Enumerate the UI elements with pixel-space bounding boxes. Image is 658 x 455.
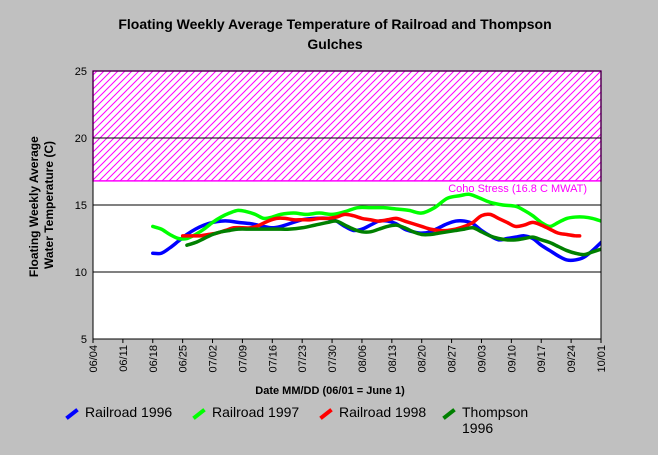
y-axis-label-line-1: Floating Weekly Average	[27, 136, 41, 277]
x-axis-label: Date MM/DD (06/01 = June 1)	[255, 385, 405, 397]
legend-label-railroad-1996: Railroad 1996	[85, 404, 173, 420]
x-tick-label: 06/04	[88, 345, 100, 373]
legend-label-railroad-1998: Railroad 1998	[339, 404, 427, 420]
x-tick-label: 07/02	[208, 345, 220, 373]
x-tick-label: 06/25	[178, 345, 190, 373]
x-tick-label: 07/16	[267, 345, 279, 373]
plot-frame	[92, 70, 602, 340]
legend-swatch-railroad-1998	[319, 408, 333, 420]
chart-title-line-2: Gulches	[307, 36, 363, 52]
y-axis-label: Floating Weekly Average Water Temperatur…	[27, 133, 56, 277]
x-tick-label: 08/06	[357, 345, 369, 373]
legend-swatch-railroad-1996	[65, 408, 79, 420]
coho-stress-label: Coho Stress (16.8 C MWAT)	[448, 183, 587, 195]
x-tick-label: 07/30	[327, 345, 339, 373]
x-tick-label: 06/18	[148, 345, 160, 373]
legend-swatch-railroad-1997	[192, 408, 206, 420]
legend-swatch-thompson-1996	[442, 408, 456, 420]
legend: Railroad 1996 Railroad 1997 Railroad 199…	[65, 404, 645, 444]
chart-title-line-1: Floating Weekly Average Temperature of R…	[118, 16, 552, 32]
x-tick-label: 09/10	[506, 345, 518, 373]
y-tick-label: 20	[75, 133, 87, 145]
x-tick-label: 07/09	[237, 345, 249, 373]
x-tick-label: 08/20	[417, 345, 429, 373]
chart-title: Floating Weekly Average Temperature of R…	[60, 14, 610, 54]
y-tick-label: 10	[75, 267, 87, 279]
series-line-railroad-1997	[151, 192, 601, 241]
y-axis-label-line-2: Water Temperature (C)	[42, 141, 56, 269]
y-tick-label: 25	[75, 66, 87, 78]
x-tick-label: 08/27	[447, 345, 459, 373]
x-tick-label: 08/13	[387, 345, 399, 373]
x-tick-label: 09/24	[566, 345, 578, 373]
series-line-thompson-1996	[185, 219, 601, 257]
x-tick-label: 09/17	[536, 345, 548, 373]
coho-stress-band	[92, 70, 602, 182]
x-tick-label: 07/23	[297, 345, 309, 373]
legend-label-thompson-1996: Thompson 1996	[462, 404, 529, 436]
x-tick-label: 10/01	[596, 345, 608, 373]
y-tick-label: 5	[81, 334, 87, 346]
legend-label-railroad-1997: Railroad 1997	[212, 404, 300, 420]
x-tick-label: 09/03	[476, 345, 488, 373]
x-tick-label: 06/11	[118, 345, 130, 372]
y-tick-label: 15	[75, 200, 87, 212]
